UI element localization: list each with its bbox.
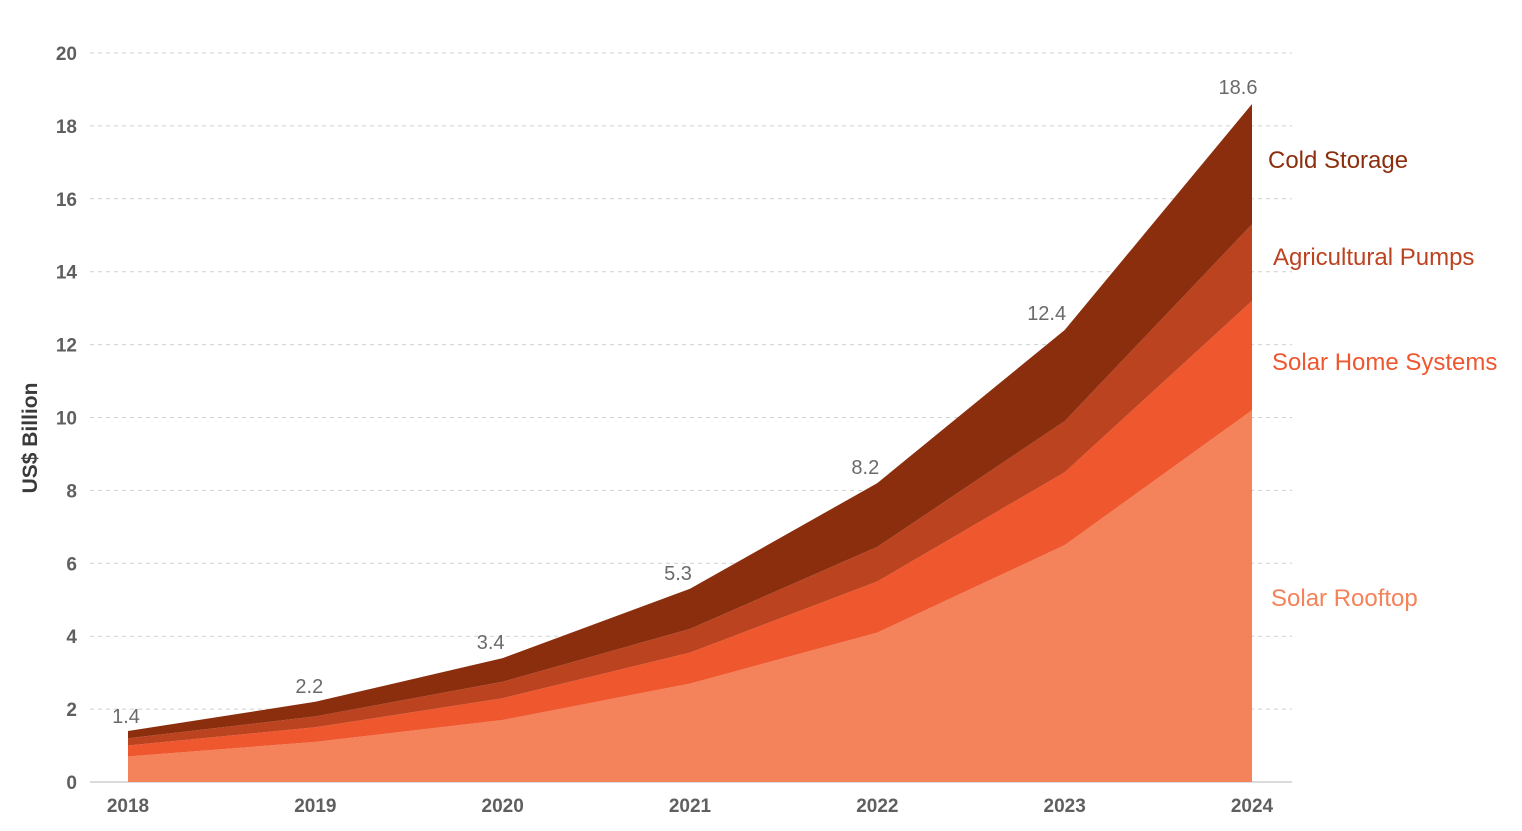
series-labels: Solar Rooftop Solar Home Systems Agricultu…: [1268, 147, 1497, 612]
total-label: 3.4: [477, 632, 505, 654]
y-tick-label: 6: [66, 554, 77, 575]
x-tick-label: 2023: [1044, 796, 1086, 817]
x-axis-ticks: 2018 2019 2020 2021 2022 2023 2024: [107, 796, 1274, 817]
y-tick-label: 10: [56, 409, 77, 430]
total-label: 2.2: [295, 676, 323, 698]
area-cold-storage: [128, 104, 1252, 739]
series-label-solar-rooftop: Solar Rooftop: [1271, 585, 1418, 612]
y-axis-title: US$ Billion: [19, 383, 42, 494]
area-solar-rooftop: [128, 410, 1252, 782]
area-agricultural-pumps: [128, 224, 1252, 746]
series-label-solar-home-systems: Solar Home Systems: [1272, 349, 1497, 376]
y-tick-label: 4: [66, 627, 77, 648]
total-label: 1.4: [112, 706, 140, 728]
y-tick-label: 12: [56, 336, 77, 357]
series-areas: [128, 104, 1252, 782]
area-solar-home-systems: [128, 300, 1252, 757]
y-tick-label: 0: [66, 773, 77, 794]
x-tick-label: 2020: [482, 796, 524, 817]
x-tick-label: 2022: [856, 796, 898, 817]
y-tick-label: 14: [56, 263, 78, 284]
total-label: 8.2: [851, 457, 879, 479]
x-tick-label: 2018: [107, 796, 149, 817]
x-tick-label: 2021: [669, 796, 712, 817]
y-axis-ticks: 0 2 4 6 8 10 12 14 16 18 20: [56, 44, 78, 794]
y-tick-label: 18: [56, 117, 77, 138]
total-label: 12.4: [1027, 303, 1066, 325]
series-label-agricultural-pumps: Agricultural Pumps: [1273, 244, 1474, 271]
y-tick-label: 2: [66, 700, 77, 721]
series-label-cold-storage: Cold Storage: [1268, 147, 1408, 174]
y-tick-label: 20: [56, 44, 77, 65]
y-tick-label: 8: [66, 481, 77, 502]
x-tick-label: 2024: [1231, 796, 1274, 817]
total-labels: 1.4 2.2 3.4 5.3 8.2 12.4 18.6: [112, 77, 1257, 728]
x-tick-label: 2019: [294, 796, 336, 817]
total-label: 5.3: [664, 563, 692, 585]
y-tick-label: 16: [56, 190, 77, 211]
total-label: 18.6: [1219, 77, 1258, 99]
